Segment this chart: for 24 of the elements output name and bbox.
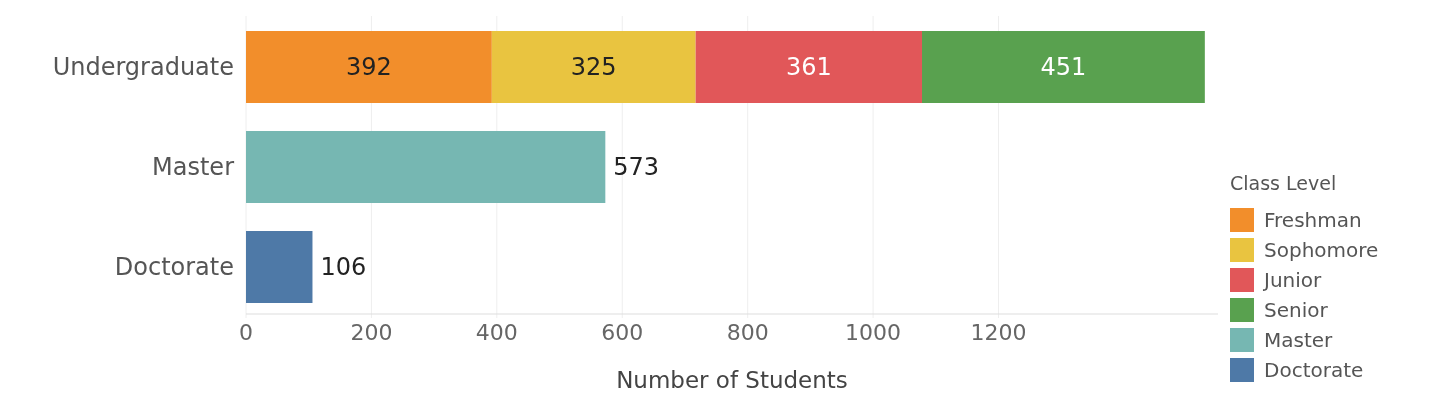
x-tick-label: 600 — [601, 320, 644, 345]
data-label: 392 — [346, 53, 392, 82]
legend-label: Sophomore — [1264, 238, 1379, 262]
x-tick-label: 400 — [475, 320, 518, 345]
x-tick-label: 200 — [350, 320, 393, 345]
x-axis-title: Number of Students — [616, 367, 848, 393]
x-tick-label: 1200 — [970, 320, 1027, 345]
data-label: 361 — [785, 53, 832, 82]
legend-label: Doctorate — [1264, 358, 1364, 382]
data-label: 325 — [570, 53, 617, 82]
legend-label: Master — [1264, 328, 1334, 352]
y-tick-label: Doctorate — [114, 253, 234, 282]
data-label: 573 — [613, 153, 660, 182]
y-tick-label: Master — [152, 153, 235, 182]
legend-label: Senior — [1264, 298, 1329, 322]
data-label: 451 — [1040, 53, 1087, 82]
legend-label: Junior — [1262, 268, 1323, 292]
x-tick-label: 0 — [239, 320, 253, 345]
legend-label: Freshman — [1264, 208, 1362, 232]
x-tick-label: 1000 — [845, 320, 902, 345]
x-tick-label: 800 — [726, 320, 769, 345]
legend-title: Class Level — [1230, 172, 1337, 194]
data-label: 106 — [320, 253, 367, 282]
y-tick-label: Undergraduate — [52, 53, 234, 82]
